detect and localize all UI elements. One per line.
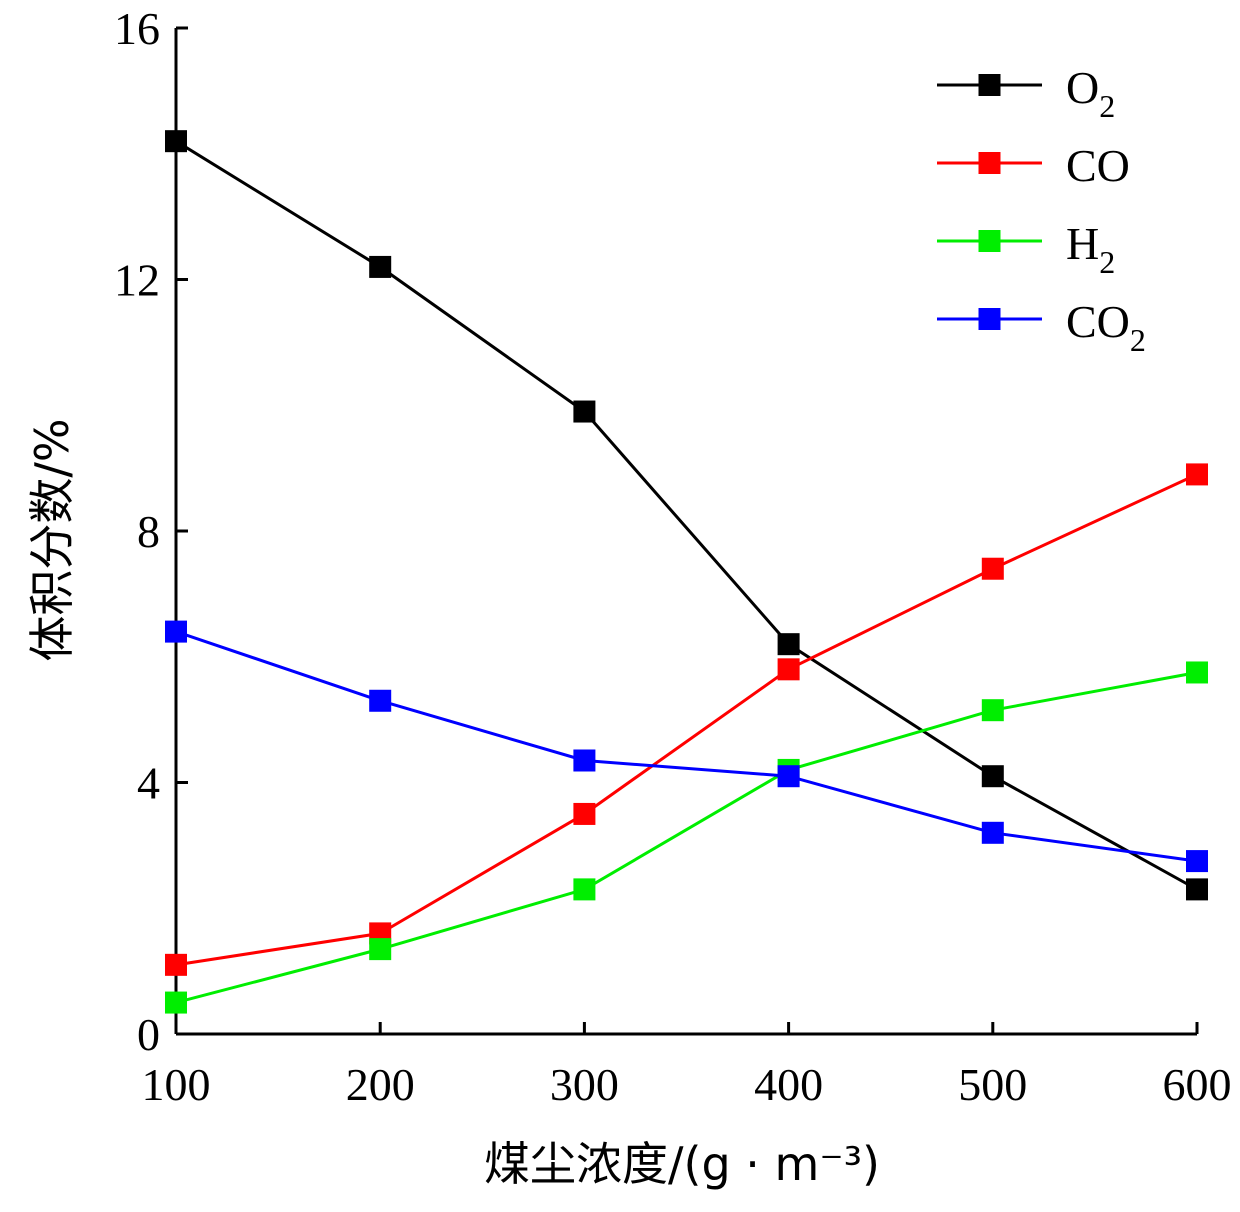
- y-tick-label: 12: [114, 255, 160, 306]
- legend-label: CO: [1066, 140, 1130, 191]
- legend-item-co: CO: [937, 140, 1130, 191]
- data-point-co: [1186, 463, 1208, 486]
- y-tick-label: 0: [137, 1009, 160, 1060]
- series-line-co2: [175, 630, 1198, 863]
- data-point-co2: [777, 765, 800, 788]
- legend-marker: [978, 308, 1001, 330]
- data-point-co: [573, 802, 596, 825]
- x-axis-title: 煤尘浓度/(g · m⁻³): [484, 1137, 880, 1191]
- data-point-co: [165, 953, 187, 976]
- legend-label: CO2: [1066, 296, 1146, 358]
- legend-item-co2: CO2: [937, 296, 1146, 358]
- data-point-o2: [165, 130, 187, 153]
- data-point-h2: [1186, 661, 1208, 684]
- y-tick-label: 8: [137, 506, 160, 557]
- series-layer: [165, 130, 1208, 1014]
- data-point-o2: [369, 255, 392, 278]
- x-tick-label: 600: [1163, 1059, 1232, 1110]
- x-tick-label: 400: [754, 1059, 823, 1110]
- data-point-o2: [1186, 878, 1208, 901]
- series-line-o2: [175, 139, 1198, 891]
- x-tick-label: 200: [346, 1059, 415, 1110]
- data-point-co2: [573, 749, 596, 772]
- data-point-co2: [1186, 850, 1208, 873]
- data-point-o2: [573, 400, 596, 423]
- data-point-co: [777, 658, 800, 681]
- data-point-h2: [165, 991, 187, 1014]
- legend-marker: [978, 152, 1001, 174]
- legend-item-h2: H2: [937, 218, 1115, 280]
- legend-item-o2: O2: [937, 62, 1115, 124]
- series-line-h2: [175, 670, 1198, 1005]
- legend-label: H2: [1066, 218, 1115, 280]
- legend-marker: [978, 230, 1001, 252]
- legend-marker: [978, 74, 1001, 96]
- series-o2: [165, 130, 1208, 901]
- x-tick-label: 300: [550, 1059, 619, 1110]
- y-tick-label: 4: [137, 758, 160, 809]
- series-line-co: [175, 473, 1198, 967]
- data-point-co: [981, 557, 1004, 580]
- legend: O2 CO H2 CO2: [937, 62, 1146, 358]
- data-point-h2: [981, 699, 1004, 722]
- axes: 0 4 8 12 16 100 200 300 400 500 600: [114, 3, 1232, 1110]
- y-tick-label: 16: [114, 3, 160, 54]
- legend-label: O2: [1066, 62, 1115, 124]
- series-co: [165, 463, 1208, 976]
- data-point-co2: [981, 821, 1004, 844]
- data-point-o2: [777, 633, 800, 656]
- data-point-h2: [573, 878, 596, 901]
- x-tick-label: 500: [958, 1059, 1027, 1110]
- series-h2: [165, 661, 1208, 1014]
- data-point-o2: [981, 765, 1004, 788]
- x-tick-label: 100: [142, 1059, 211, 1110]
- series-co2: [165, 620, 1208, 873]
- data-point-h2: [369, 938, 392, 961]
- data-point-co2: [165, 620, 187, 643]
- y-axis-title: 体积分数/%: [25, 418, 79, 661]
- data-point-co2: [369, 689, 392, 712]
